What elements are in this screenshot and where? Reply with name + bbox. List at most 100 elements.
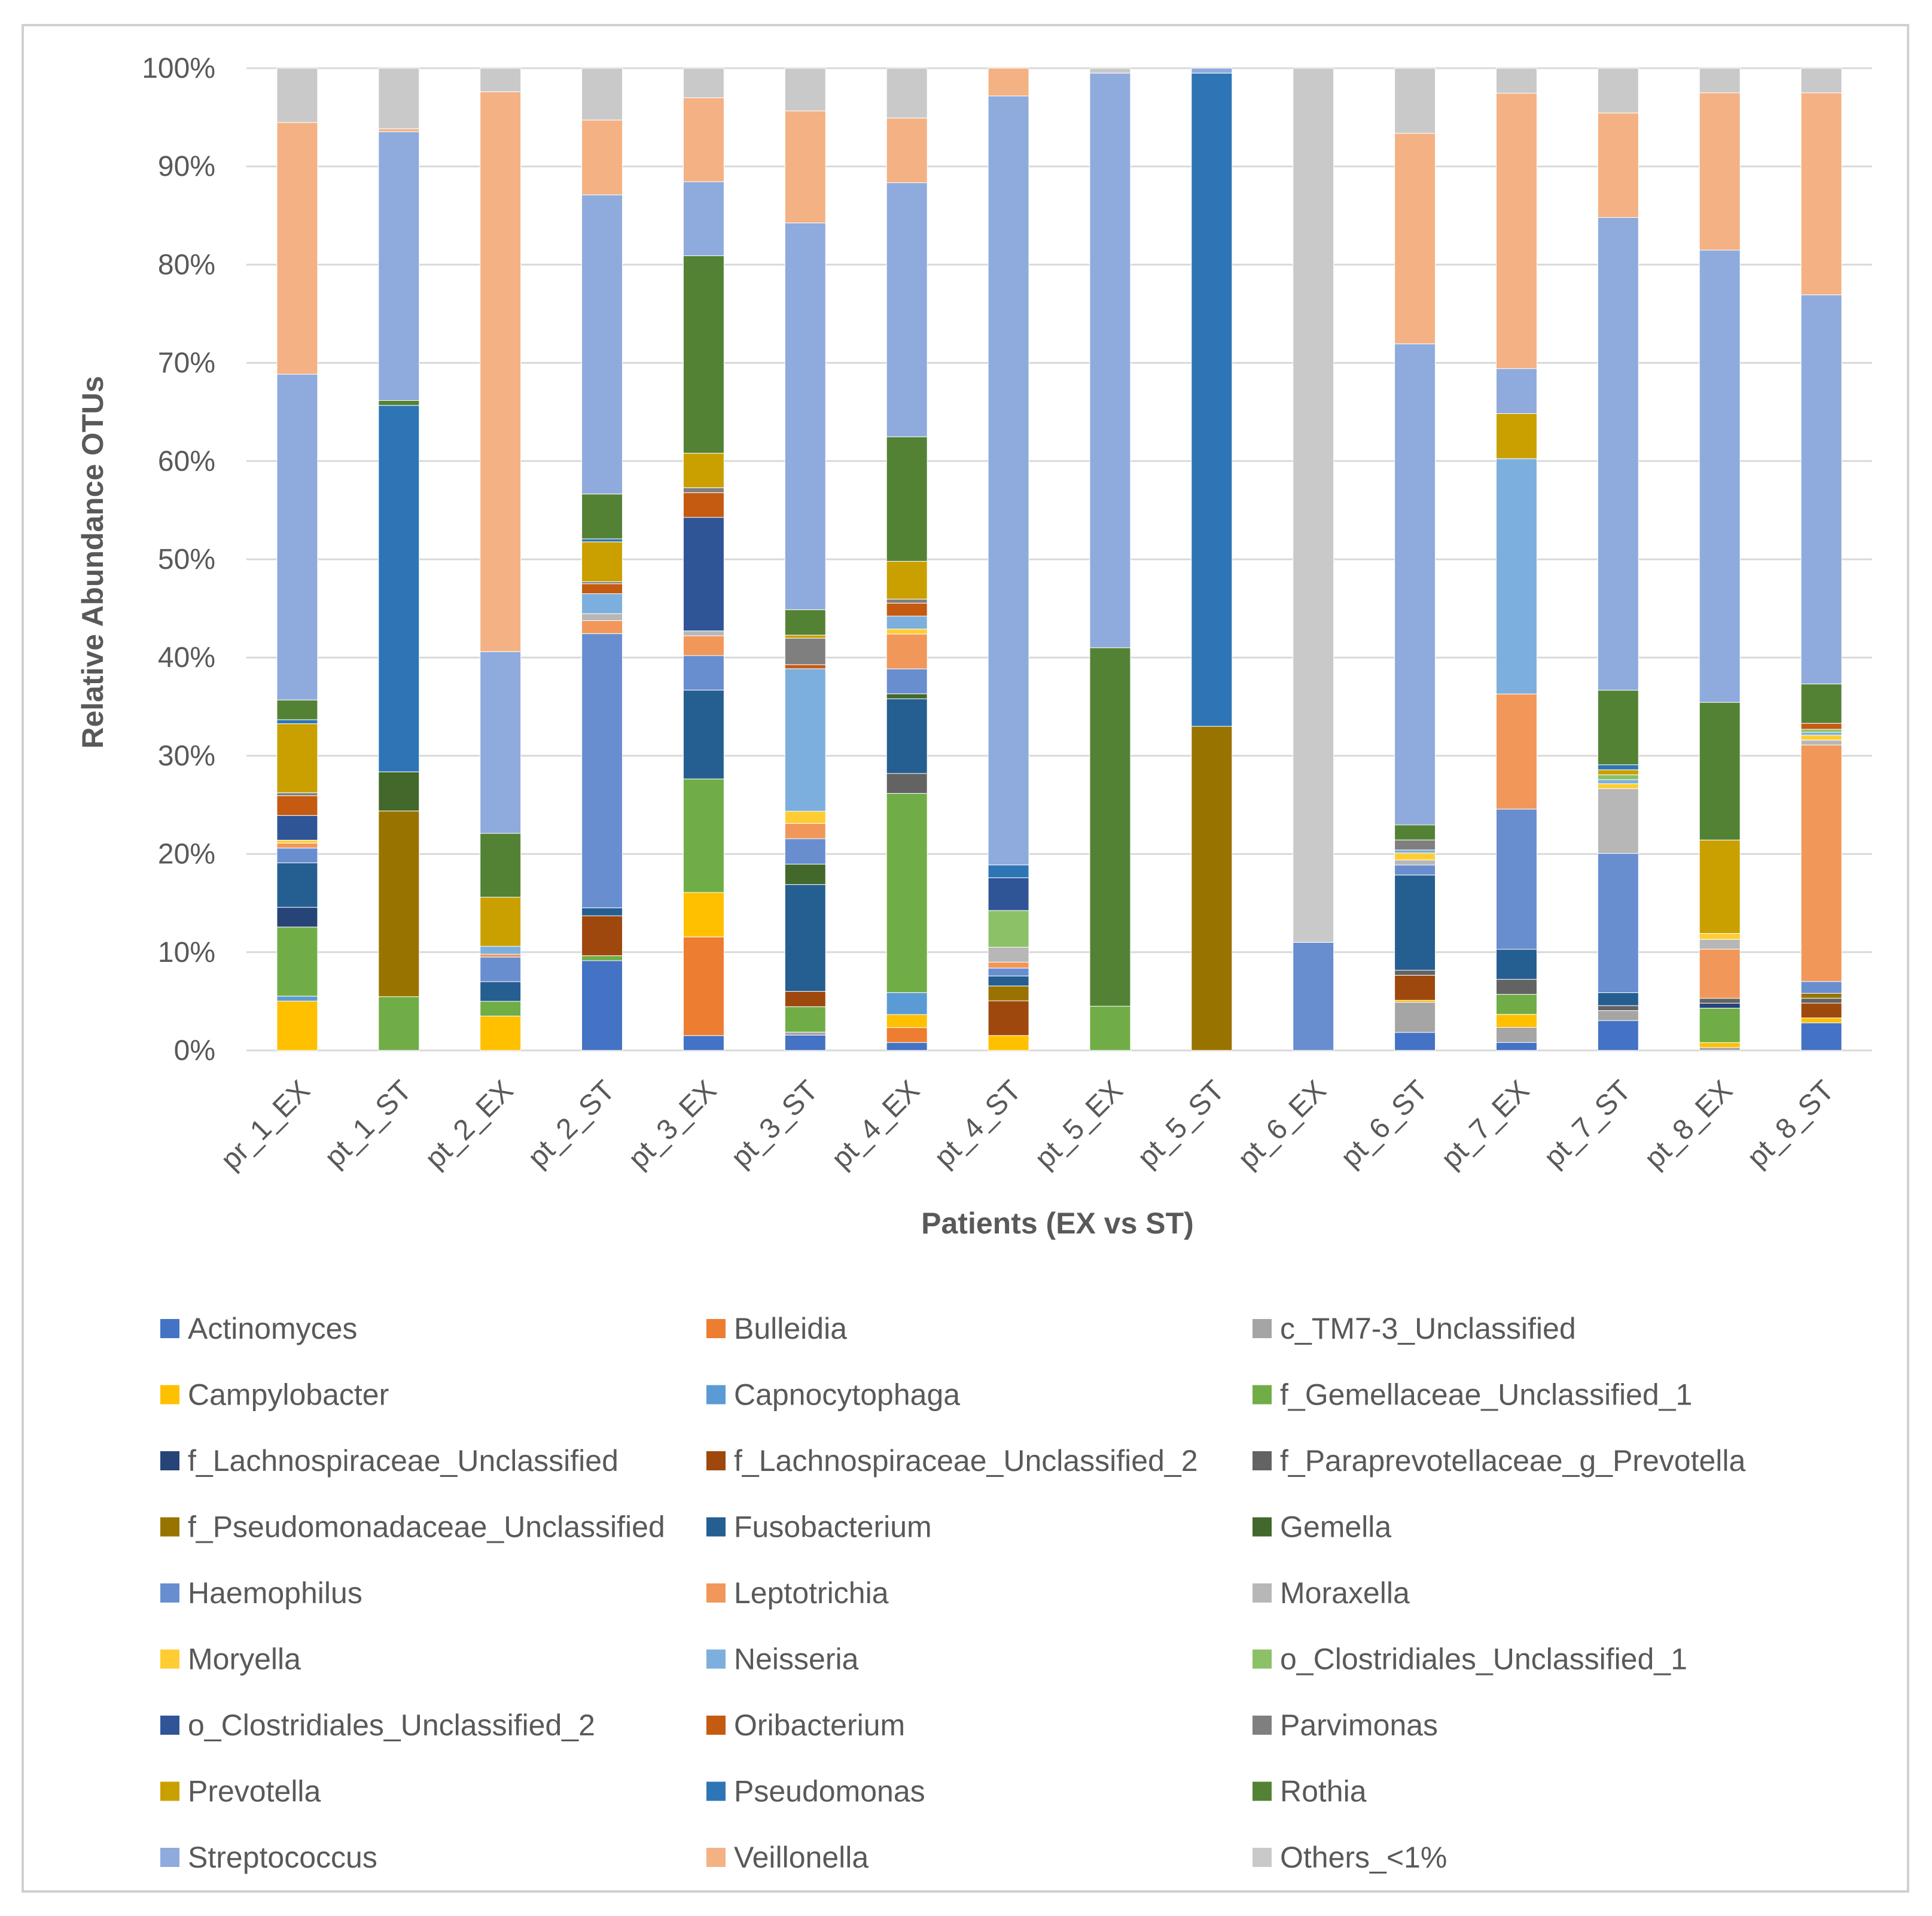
- bar-segment: [1800, 739, 1842, 745]
- bar-segment: [1089, 72, 1131, 648]
- legend-swatch: [160, 1319, 179, 1338]
- legend-swatch: [160, 1716, 179, 1735]
- bar-segment: [1089, 1006, 1131, 1051]
- bar-segment: [276, 792, 318, 796]
- bar-segment: [784, 1006, 826, 1032]
- bar-segment: [784, 1034, 826, 1051]
- bar-segment: [581, 960, 623, 1051]
- bar-segment: [988, 1000, 1029, 1036]
- bar-segment: [1597, 779, 1639, 784]
- bar-segment: [1699, 92, 1741, 251]
- legend-swatch: [1253, 1649, 1272, 1669]
- legend-swatch: [160, 1385, 179, 1405]
- bar-segment: [1394, 839, 1436, 851]
- bar-segment: [581, 620, 623, 634]
- bar-segment: [480, 68, 522, 92]
- legend-entry: Haemophilus: [188, 1576, 362, 1610]
- bar-segment: [682, 487, 724, 494]
- legend-swatch: [160, 1781, 179, 1801]
- bar-segment: [1394, 864, 1436, 876]
- bar-segment: [480, 897, 522, 947]
- x-axis-title: Patients (EX vs ST): [921, 1207, 1194, 1240]
- bar-segment: [1597, 788, 1639, 854]
- bar-segment: [1495, 93, 1537, 369]
- bar-segment: [1394, 849, 1436, 854]
- bar-segment: [1800, 744, 1842, 982]
- legend-swatch: [706, 1517, 726, 1537]
- bar-segment: [1800, 683, 1842, 724]
- x-tick-label: pt_6_ST: [1335, 1074, 1434, 1174]
- x-tick-label: pt_4_ST: [928, 1074, 1028, 1174]
- bar-segment: [480, 946, 522, 955]
- bar-segment: [886, 436, 928, 562]
- bar-segment: [1699, 702, 1741, 840]
- legend-swatch: [1253, 1385, 1272, 1405]
- bar-segment: [784, 668, 826, 812]
- bar-segment: [1597, 1020, 1639, 1051]
- bar-segment: [1699, 1047, 1741, 1051]
- bar-segment: [276, 723, 318, 793]
- bar-segment: [1191, 726, 1233, 1051]
- bar-segment: [276, 842, 318, 849]
- legend-entry: Moraxella: [1280, 1576, 1410, 1610]
- bar-segment: [1597, 1010, 1639, 1021]
- bar-segment: [480, 957, 522, 982]
- bar-segment: [1800, 92, 1842, 296]
- bar-segment: [276, 719, 318, 724]
- y-tick-label: 40%: [158, 642, 215, 674]
- legend-swatch: [160, 1517, 179, 1537]
- y-tick-label: 30%: [158, 740, 215, 772]
- bar-segment: [1089, 647, 1131, 1007]
- legend-entry: f_Gemellaceae_Unclassified_1: [1280, 1378, 1692, 1412]
- legend-entry: c_TM7-3_Unclassified: [1280, 1312, 1576, 1345]
- legend-entry: Campylobacter: [188, 1378, 389, 1412]
- bar-segment: [1699, 1003, 1741, 1009]
- bar-segment: [1495, 458, 1537, 694]
- bar-segment: [784, 635, 826, 639]
- bar-segment: [1699, 1042, 1741, 1048]
- bar-segment: [682, 655, 724, 691]
- bar-segment: [886, 1042, 928, 1051]
- y-tick-label: 10%: [158, 937, 215, 968]
- bar-segment: [1394, 133, 1436, 345]
- y-tick-label: 20%: [158, 839, 215, 870]
- x-tick-label: pt_7_EX: [1436, 1074, 1536, 1175]
- legend-swatch: [1253, 1319, 1272, 1338]
- bar-segment: [784, 991, 826, 1007]
- bar-segment: [276, 927, 318, 997]
- bar-segment: [1800, 729, 1842, 733]
- bar-segment: [1495, 1027, 1537, 1043]
- bar-segment: [378, 996, 420, 1051]
- bar-segment: [886, 633, 928, 669]
- bar-segment: [276, 995, 318, 1001]
- bar-segment: [682, 892, 724, 937]
- bar-segment: [886, 1027, 928, 1043]
- bar-segment: [480, 1001, 522, 1017]
- bar-segment: [1191, 68, 1233, 74]
- legend-swatch: [1253, 1451, 1272, 1470]
- x-tick-label: pt_3_EX: [623, 1074, 723, 1175]
- bar-segment: [1800, 1022, 1842, 1051]
- bar-segment: [581, 907, 623, 916]
- bar-segment: [988, 864, 1029, 878]
- bar-segment: [581, 593, 623, 614]
- bar-segment: [1699, 839, 1741, 934]
- bar-segment: [378, 131, 420, 401]
- bar-segment: [1394, 1032, 1436, 1051]
- legend-entry: Neisseria: [734, 1643, 859, 1676]
- bar-segment: [1800, 992, 1842, 999]
- legend-swatch: [160, 1649, 179, 1669]
- legend-swatch: [160, 1848, 179, 1867]
- bar-segment: [1495, 693, 1537, 810]
- bar-segment: [682, 690, 724, 779]
- bar-segment: [1699, 933, 1741, 940]
- bar-segment: [886, 68, 928, 118]
- bar-segment: [1495, 368, 1537, 414]
- bar-segment: [1597, 992, 1639, 1006]
- legend-entry: f_Lachnospiraceae_Unclassified: [188, 1444, 618, 1478]
- bar-segment: [784, 638, 826, 665]
- bar-segment: [988, 967, 1029, 977]
- bar-segment: [581, 494, 623, 540]
- legend-entry: f_Lachnospiraceae_Unclassified_2: [734, 1444, 1198, 1478]
- legend-swatch: [706, 1716, 726, 1735]
